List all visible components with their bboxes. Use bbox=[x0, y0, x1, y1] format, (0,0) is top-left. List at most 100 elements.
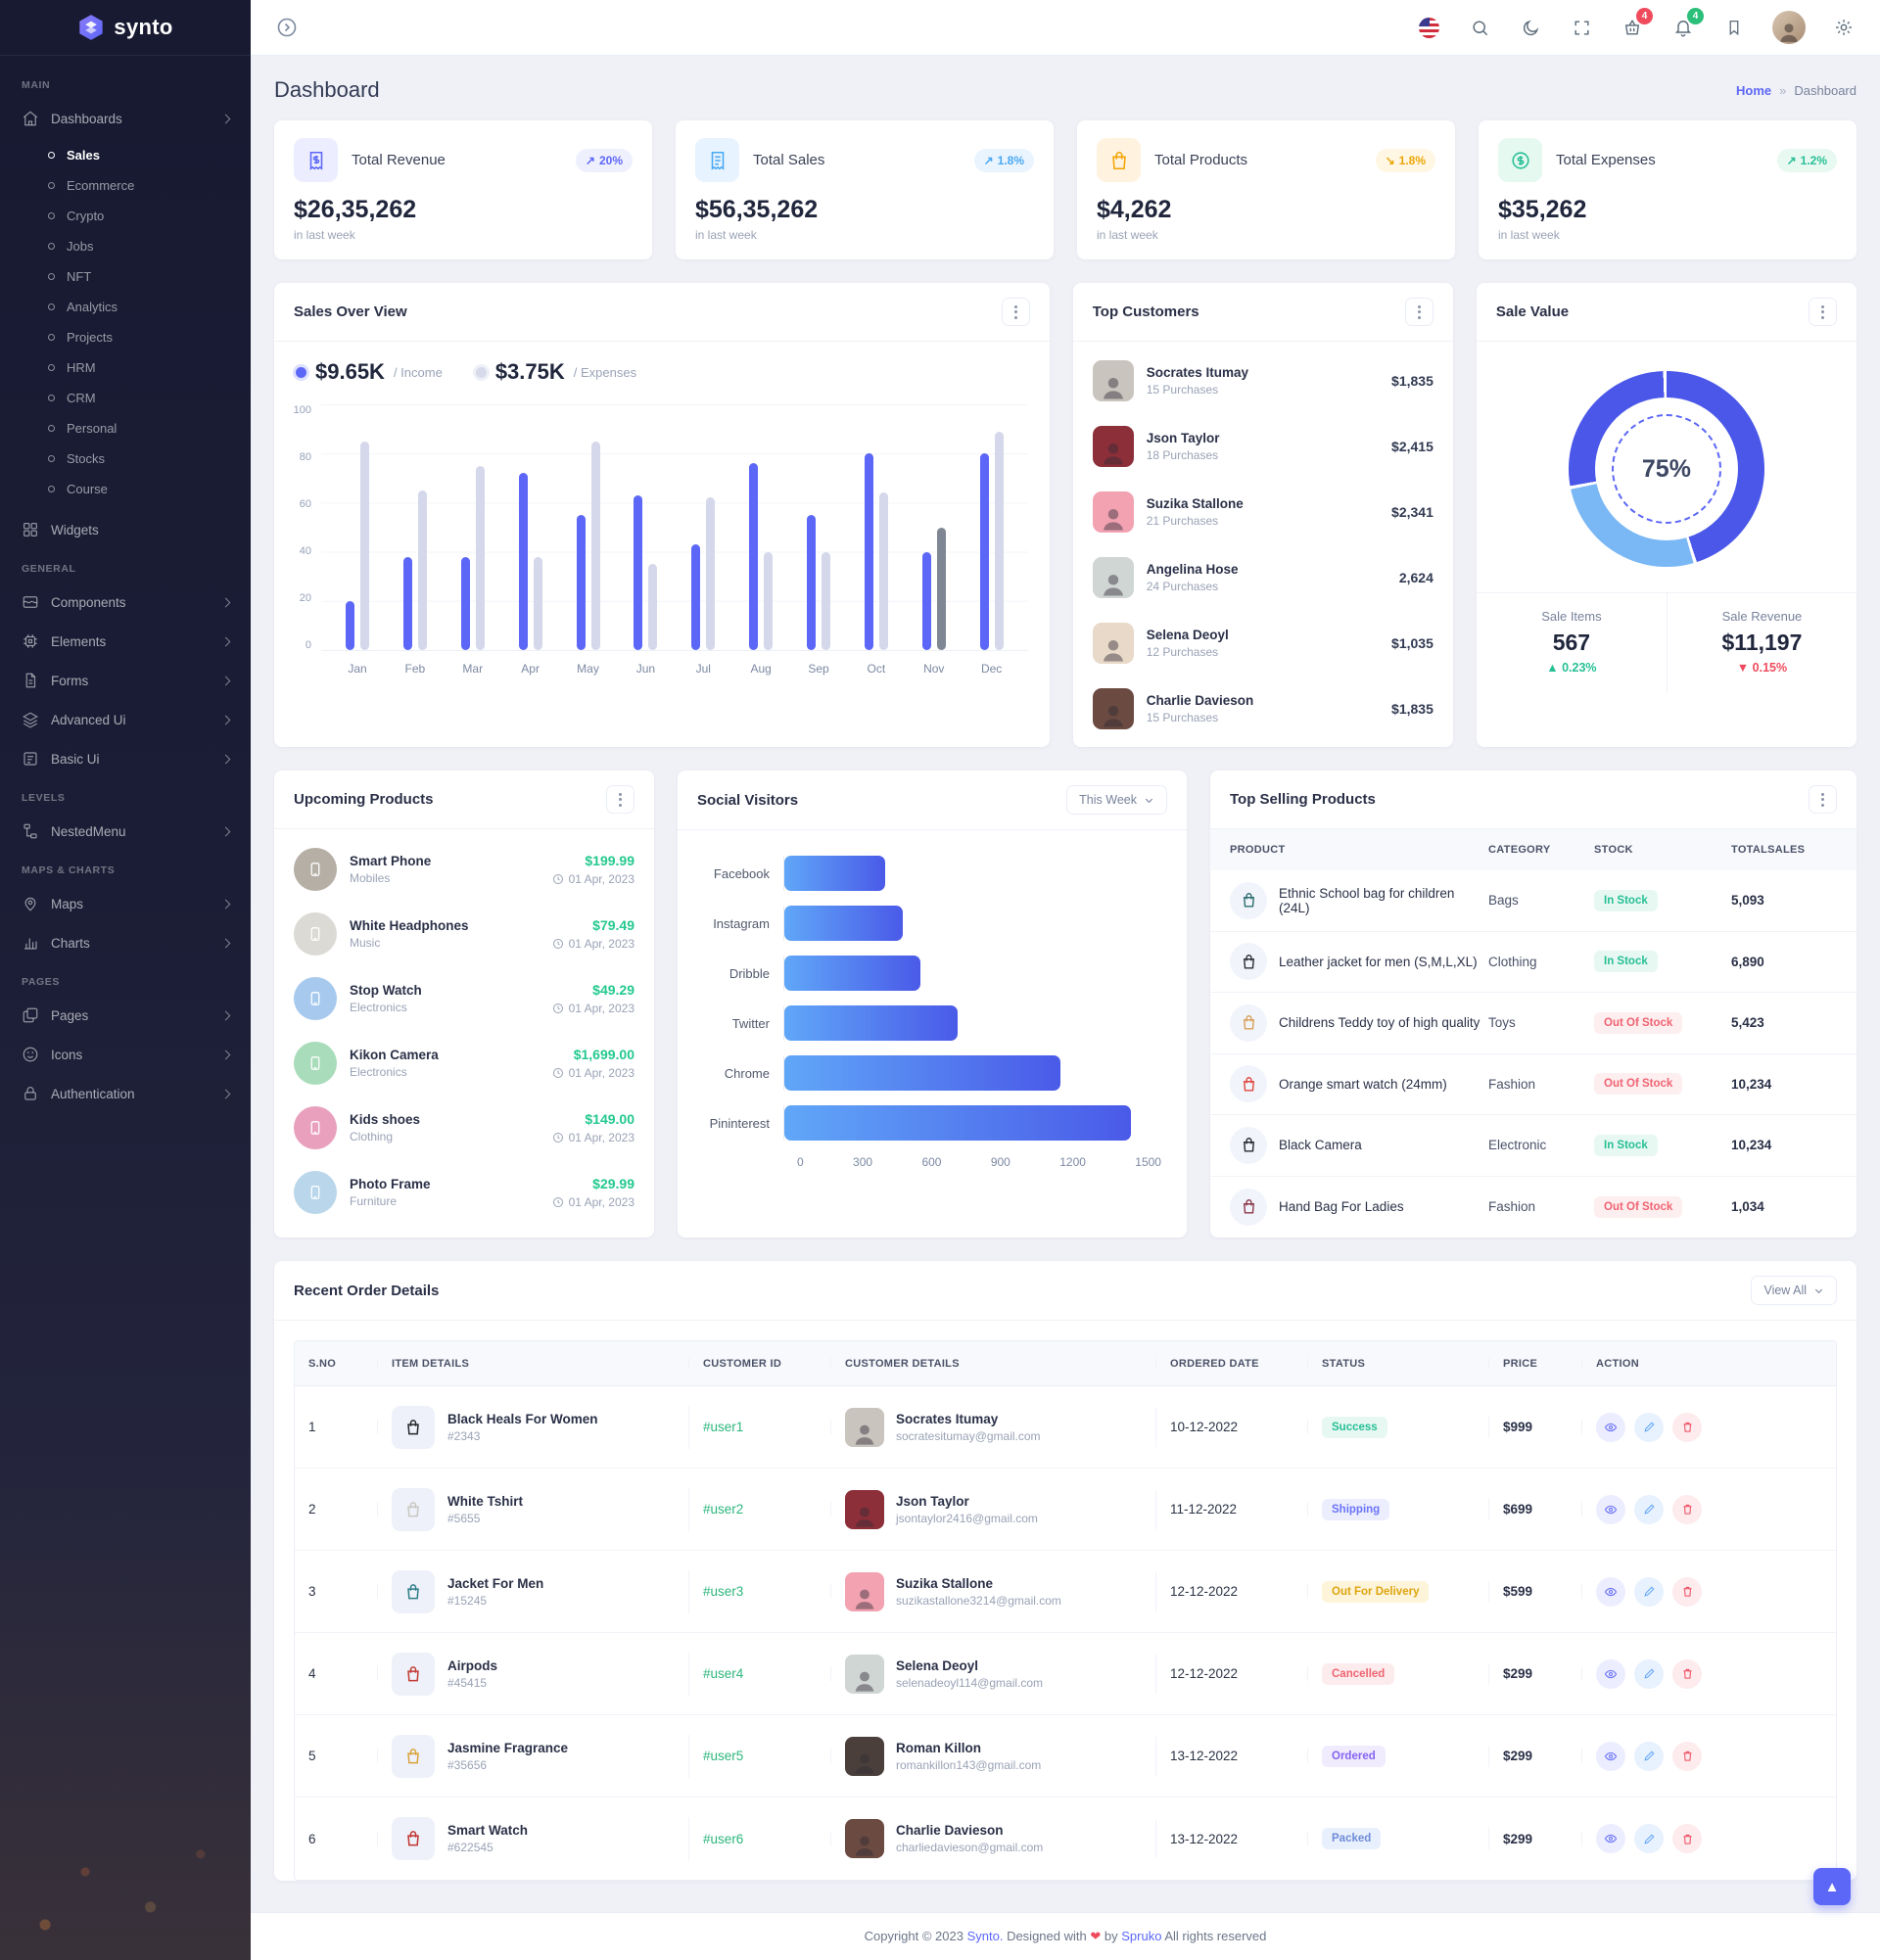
view-order-button[interactable] bbox=[1596, 1658, 1625, 1689]
customer-list-item[interactable]: Angelina Hose 24 Purchases 2,624 bbox=[1092, 544, 1434, 610]
sidebar-item-nestedmenu[interactable]: NestedMenu bbox=[0, 812, 251, 851]
edit-order-button[interactable] bbox=[1634, 1741, 1664, 1771]
upcoming-product-item[interactable]: Smart Phone Mobiles $199.99 01 Apr, 2023 bbox=[294, 837, 634, 902]
sidebar-item-charts[interactable]: Charts bbox=[0, 923, 251, 962]
view-order-button[interactable] bbox=[1596, 1494, 1625, 1524]
sidebar-item-basic-ui[interactable]: Basic Ui bbox=[0, 739, 251, 778]
sidebar-subitem-stocks[interactable]: Stocks bbox=[0, 443, 251, 474]
customer-id[interactable]: #user3 bbox=[689, 1584, 831, 1599]
edit-order-button[interactable] bbox=[1634, 1576, 1664, 1607]
top-selling-menu-button[interactable] bbox=[1809, 785, 1837, 814]
sidebar-item-maps[interactable]: Maps bbox=[0, 884, 251, 923]
sidebar-subitem-jobs[interactable]: Jobs bbox=[0, 231, 251, 261]
upcoming-product-item[interactable]: White Headphones Music $79.49 01 Apr, 20… bbox=[294, 902, 634, 966]
sidebar-subitem-nft[interactable]: NFT bbox=[0, 261, 251, 292]
sidebar-item-advanced-ui[interactable]: Advanced Ui bbox=[0, 700, 251, 739]
customer-list-item[interactable]: Json Taylor 18 Purchases $2,415 bbox=[1092, 413, 1434, 479]
upcoming-product-item[interactable]: Kids shoes Clothing $149.00 01 Apr, 2023 bbox=[294, 1096, 634, 1160]
delete-order-button[interactable] bbox=[1672, 1576, 1702, 1607]
search-button[interactable] bbox=[1467, 15, 1492, 40]
sidebar-subitem-hrm[interactable]: HRM bbox=[0, 352, 251, 383]
view-order-button[interactable] bbox=[1596, 1412, 1625, 1442]
status-badge: Cancelled bbox=[1322, 1662, 1395, 1685]
product-name: Kids shoes bbox=[350, 1112, 421, 1127]
cart-button[interactable]: 4 bbox=[1620, 8, 1653, 40]
sidebar-subitem-personal[interactable]: Personal bbox=[0, 413, 251, 443]
item-thumb bbox=[392, 1405, 435, 1449]
delete-order-button[interactable] bbox=[1672, 1494, 1702, 1524]
chevron-right-icon bbox=[220, 715, 231, 724]
sidebar-toggle-button[interactable] bbox=[274, 15, 300, 40]
customer-id[interactable]: #user1 bbox=[689, 1420, 831, 1434]
upcoming-product-item[interactable]: Kikon Camera Electronics $1,699.00 01 Ap… bbox=[294, 1031, 634, 1096]
bookmark-button[interactable] bbox=[1721, 15, 1747, 40]
product-category: Electronics bbox=[350, 1001, 407, 1014]
top-customers-menu-button[interactable] bbox=[1404, 298, 1434, 326]
view-order-button[interactable] bbox=[1596, 1824, 1625, 1853]
delete-order-button[interactable] bbox=[1672, 1412, 1702, 1442]
scroll-to-top-button[interactable]: ▲ bbox=[1813, 1868, 1851, 1905]
customer-id[interactable]: #user4 bbox=[689, 1666, 831, 1681]
order-price: $299 bbox=[1489, 1749, 1582, 1763]
sale-value-menu-button[interactable] bbox=[1808, 298, 1837, 326]
sidebar-subitem-course[interactable]: Course bbox=[0, 474, 251, 504]
settings-button[interactable] bbox=[1831, 15, 1856, 40]
upcoming-products-menu-button[interactable] bbox=[606, 785, 634, 814]
fullscreen-button[interactable] bbox=[1569, 15, 1594, 40]
view-order-button[interactable] bbox=[1596, 1576, 1625, 1607]
customer-list-item[interactable]: Charlie Davieson 15 Purchases $1,835 bbox=[1092, 676, 1434, 741]
customer-list-item[interactable]: Suzika Stallone 21 Purchases $2,341 bbox=[1092, 479, 1434, 544]
product-date: 01 Apr, 2023 bbox=[552, 937, 634, 951]
sidebar-item-icons[interactable]: Icons bbox=[0, 1035, 251, 1074]
sidebar-item-pages[interactable]: Pages bbox=[0, 996, 251, 1035]
social-range-dropdown[interactable]: This Week bbox=[1066, 785, 1167, 815]
delete-order-button[interactable] bbox=[1672, 1658, 1702, 1689]
sidebar-item-elements[interactable]: Elements bbox=[0, 622, 251, 661]
social-bar bbox=[784, 1105, 1132, 1141]
logo-text: synto bbox=[114, 15, 173, 39]
notifications-button[interactable]: 4 bbox=[1670, 8, 1704, 40]
synto-link[interactable]: Synto. bbox=[966, 1929, 1004, 1943]
language-flag-button[interactable] bbox=[1416, 15, 1441, 40]
x-tick-label: Aug bbox=[750, 662, 772, 676]
sidebar-item-forms[interactable]: Forms bbox=[0, 661, 251, 700]
view-all-dropdown[interactable]: View All bbox=[1751, 1276, 1837, 1305]
customer-id[interactable]: #user2 bbox=[689, 1502, 831, 1517]
delete-order-button[interactable] bbox=[1672, 1824, 1702, 1853]
sidebar-item-authentication[interactable]: Authentication bbox=[0, 1074, 251, 1113]
view-order-button[interactable] bbox=[1596, 1741, 1625, 1771]
sidebar-item-dashboards[interactable]: Dashboards bbox=[0, 99, 251, 138]
sidebar-subitem-crm[interactable]: CRM bbox=[0, 383, 251, 413]
sales-overview-menu-button[interactable] bbox=[1001, 298, 1030, 326]
sidebar-subitem-ecommerce[interactable]: Ecommerce bbox=[0, 170, 251, 201]
sidebar-subitem-sales[interactable]: Sales bbox=[0, 140, 251, 170]
spruko-link[interactable]: Spruko bbox=[1121, 1929, 1162, 1943]
product-name: White Headphones bbox=[350, 918, 469, 933]
sidebar-subitem-crypto[interactable]: Crypto bbox=[0, 201, 251, 231]
table-row: 3 Jacket For Men #15245 bbox=[295, 1551, 1836, 1633]
edit-order-button[interactable] bbox=[1634, 1824, 1664, 1853]
customer-id[interactable]: #user6 bbox=[689, 1831, 831, 1846]
upcoming-product-item[interactable]: Stop Watch Electronics $49.29 01 Apr, 20… bbox=[294, 966, 634, 1031]
sidebar-subitem-analytics[interactable]: Analytics bbox=[0, 292, 251, 322]
lock-icon bbox=[24, 1087, 36, 1100]
breadcrumb-home-link[interactable]: Home bbox=[1736, 82, 1772, 98]
edit-order-button[interactable] bbox=[1634, 1494, 1664, 1524]
dark-mode-button[interactable] bbox=[1518, 15, 1543, 40]
logo[interactable]: synto bbox=[0, 0, 251, 56]
customer-id[interactable]: #user5 bbox=[689, 1749, 831, 1763]
edit-order-button[interactable] bbox=[1634, 1412, 1664, 1442]
upcoming-product-item[interactable]: Photo Frame Furniture $29.99 01 Apr, 202… bbox=[294, 1160, 634, 1225]
sidebar-item-components[interactable]: Components bbox=[0, 583, 251, 622]
customer-list-item[interactable]: Selena Deoyl 12 Purchases $1,035 bbox=[1092, 610, 1434, 676]
sidebar-item-widgets[interactable]: Widgets bbox=[0, 510, 251, 549]
customer-list-item[interactable]: Socrates Itumay 15 Purchases $1,835 bbox=[1092, 348, 1434, 413]
user-avatar[interactable] bbox=[1772, 11, 1806, 44]
stats-row: Total Revenue ↗ 20% $26,35,262 in last we… bbox=[274, 120, 1856, 259]
delete-order-button[interactable] bbox=[1672, 1741, 1702, 1771]
edit-order-button[interactable] bbox=[1634, 1658, 1664, 1689]
avatar bbox=[1092, 622, 1134, 664]
top-selling-card: Top Selling Products PRODUCT CATEGORY ST… bbox=[1210, 770, 1856, 1237]
person-icon bbox=[1103, 508, 1123, 530]
sidebar-subitem-projects[interactable]: Projects bbox=[0, 322, 251, 352]
